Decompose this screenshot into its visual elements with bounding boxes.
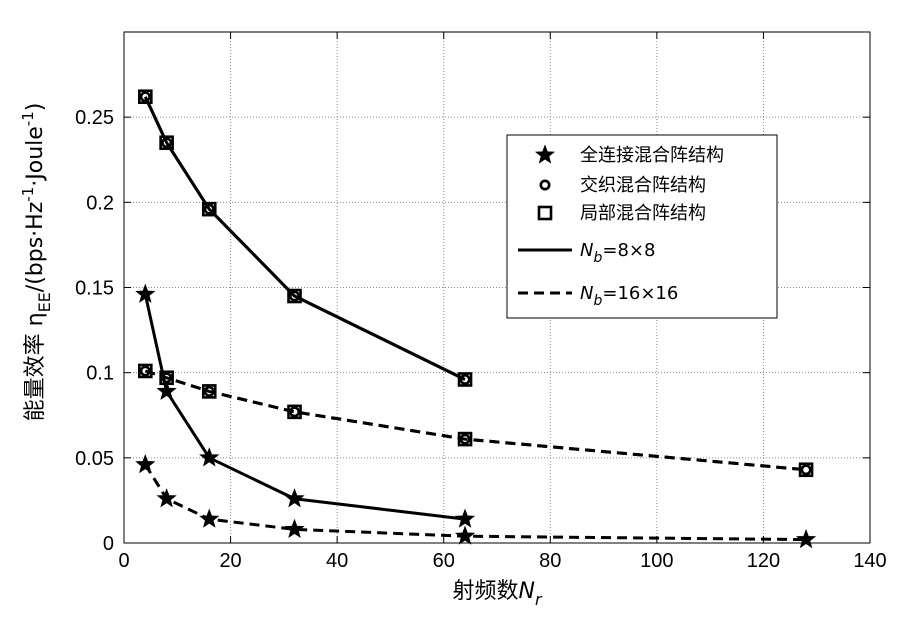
series-line xyxy=(144,463,807,542)
legend-square-icon xyxy=(537,205,553,221)
x-tick-label: 100 xyxy=(640,550,673,572)
y-axis-label-main: 能量效率 η xyxy=(23,312,48,421)
y-axis-label-sup-1: -1 xyxy=(19,187,37,202)
y-tick-label: 0 xyxy=(103,533,114,555)
x-tick-label: 40 xyxy=(326,550,348,572)
x-tick-label: 0 xyxy=(118,550,129,572)
data-point-star xyxy=(454,508,476,528)
y-tick-label: 0.25 xyxy=(75,107,114,129)
x-axis-label-subscript: r xyxy=(535,590,543,609)
data-point-star xyxy=(135,454,156,474)
data-point-square xyxy=(159,135,174,151)
legend-nb8-text: =8×8 xyxy=(602,240,655,261)
data-point-star xyxy=(199,508,220,528)
series-star-dashed xyxy=(135,454,817,549)
legend-box xyxy=(506,134,778,319)
axis-ticks: 0 20 40 60 80 100 120 140 0 0.05 0.1 0.15 0.2 0.25 xyxy=(75,32,887,572)
data-point-star xyxy=(199,447,220,467)
data-point-square xyxy=(457,431,473,447)
y-axis-label-unit-c: ) xyxy=(23,103,48,112)
legend-circle-icon xyxy=(539,179,551,191)
data-point-square xyxy=(201,384,217,399)
x-axis-label: 射频数Nr xyxy=(452,579,542,609)
data-point-star xyxy=(156,380,177,401)
data-point-square xyxy=(287,288,302,304)
x-axis-label-main: 射频数 xyxy=(452,579,518,604)
data-point-square xyxy=(287,404,302,420)
data-point-star xyxy=(795,528,817,549)
legend-entry-nb16-label: Nb=16×16 xyxy=(580,283,678,309)
y-tick-label: 0.1 xyxy=(86,363,114,385)
x-tick-label: 20 xyxy=(219,550,241,572)
legend-entry-full-label: 全连接混合阵结构 xyxy=(580,145,724,166)
legend-entry-interleaved-label: 交织混合阵结构 xyxy=(580,175,706,196)
series-star-solid xyxy=(135,283,476,528)
y-tick-label: 0.05 xyxy=(75,448,114,470)
legend-nb16-symbol: N xyxy=(580,283,593,304)
legend-nb8-subscript: b xyxy=(593,250,602,266)
y-axis-label: 能量效率 ηEE/(bps·Hz-1·Joule-1) xyxy=(19,103,54,422)
legend: 全连接混合阵结构 交织混合阵结构 局部混合阵结构 Nb=8×8 Nb=16×16 xyxy=(506,134,778,319)
x-tick-label: 60 xyxy=(433,550,455,572)
y-tick-label: 0.2 xyxy=(86,192,114,214)
data-point-square xyxy=(201,201,217,217)
data-point-star xyxy=(454,525,476,545)
x-axis-label-symbol: N xyxy=(518,579,534,604)
x-tick-label: 120 xyxy=(747,550,780,572)
data-point-circle xyxy=(800,464,812,476)
data-point-star xyxy=(135,283,156,303)
y-axis-label-subscript: EE xyxy=(35,292,54,312)
y-axis-label-unit-a: /(bps·Hz xyxy=(23,202,48,292)
legend-nb16-subscript: b xyxy=(593,293,602,309)
x-tick-label: 140 xyxy=(853,550,886,572)
series-line xyxy=(143,96,466,381)
x-tick-label: 80 xyxy=(539,550,561,572)
series-layer xyxy=(135,89,817,549)
y-axis-label-unit-b: ·Joule xyxy=(23,126,48,187)
series-square-solid xyxy=(138,89,473,387)
y-axis-label-sup-2: -1 xyxy=(19,111,37,126)
data-point-square xyxy=(138,363,153,379)
data-point-square xyxy=(798,462,814,478)
legend-entry-local-label: 局部混合阵结构 xyxy=(580,203,706,224)
data-point-star xyxy=(284,518,305,538)
data-point-square xyxy=(457,372,473,387)
legend-entry-nb8-label: Nb=8×8 xyxy=(580,240,655,266)
legend-star-icon xyxy=(534,144,556,164)
data-point-star xyxy=(156,488,177,508)
y-tick-label: 0.15 xyxy=(75,278,114,300)
legend-nb16-text: =16×16 xyxy=(602,283,678,304)
data-point-square xyxy=(138,89,153,105)
data-point-star xyxy=(284,488,305,508)
legend-nb8-symbol: N xyxy=(580,240,593,261)
